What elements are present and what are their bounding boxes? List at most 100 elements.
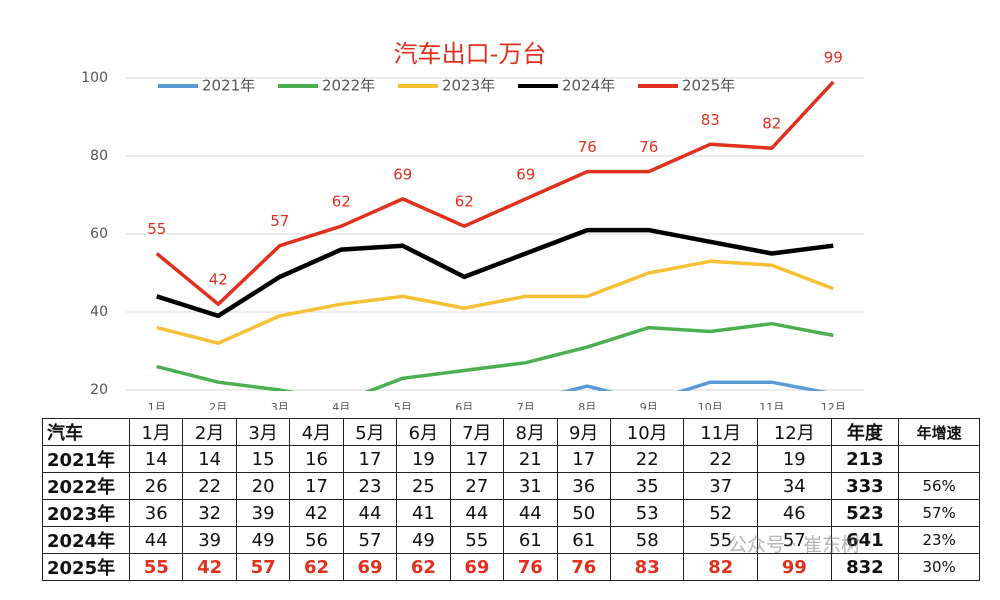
table-cell: 82 (683, 553, 758, 581)
table-cell: 69 (342, 553, 398, 581)
table-cell: 7月 (449, 418, 505, 446)
table-cell: 17 (289, 472, 344, 500)
data-label: 76 (578, 138, 597, 156)
table-cell: 2023年 (42, 499, 130, 527)
table-cell: 39 (235, 499, 291, 527)
table-cell: 2022年 (42, 472, 130, 500)
table-cell: 53 (609, 499, 685, 527)
table-cell: 333 (830, 472, 900, 500)
table-cell: 12月 (757, 418, 832, 446)
table-cell: 41 (396, 499, 451, 527)
table-cell: 21 (503, 445, 558, 473)
table-cell: 42 (182, 553, 237, 581)
series-line (155, 80, 835, 306)
x-tick-label: 6月 (455, 401, 473, 410)
table-cell: 44 (449, 499, 505, 527)
table-row: 2024年 44 39 49 56 57 49 55 61 61 58 55 57 641 23% (42, 526, 980, 554)
x-tick-label: 3月 (271, 401, 289, 410)
table-cell: 36 (128, 499, 184, 527)
table-cell: 49 (235, 526, 291, 554)
x-tick-label: 4月 (332, 401, 350, 410)
table-cell: 34 (757, 472, 832, 500)
table-cell: 42 (289, 499, 344, 527)
data-label: 62 (332, 193, 351, 211)
data-label: 42 (209, 271, 228, 289)
table-cell: 213 (830, 445, 900, 473)
legend-label: 2022年 (322, 77, 375, 95)
table-cell: 83 (609, 553, 685, 581)
table-cell: 20 (235, 472, 291, 500)
table-cell: 44 (503, 499, 558, 527)
table-cell: 57% (898, 499, 980, 527)
series-line (156, 259, 834, 345)
table-row: 2021年 14 14 15 16 17 19 17 21 17 22 22 19 213 (42, 445, 980, 473)
table-cell: 9月 (556, 418, 611, 446)
table-cell: 14 (182, 445, 237, 473)
table-cell: 35 (609, 472, 685, 500)
table-cell: 57 (235, 553, 291, 581)
table-cell: 2021年 (42, 445, 130, 473)
table-cell: 76 (556, 553, 611, 581)
x-tick-label: 1月 (148, 401, 166, 410)
table-cell: 3月 (235, 418, 291, 446)
table-cell: 44 (342, 499, 398, 527)
y-tick-label: 20 (90, 382, 108, 398)
x-tick-label: 5月 (394, 401, 412, 410)
table-cell: 10月 (609, 418, 685, 446)
table-cell: 2024年 (42, 526, 130, 554)
table-cell: 62 (289, 553, 344, 581)
table-cell: 57 (757, 526, 832, 554)
table-cell: 49 (396, 526, 451, 554)
table-row: 2025年 55 42 57 62 69 62 69 76 76 83 82 99 832 30% (42, 553, 980, 581)
table-cell: 2025年 (42, 553, 130, 581)
table-cell: 23 (342, 472, 398, 500)
table-cell: 46 (757, 499, 832, 527)
data-table: 汽车 1月 2月 3月 4月 5月 6月 7月 8月 9月 10月 11月 12月 年度 年增速 2021年 1… (42, 418, 980, 581)
table-row: 汽车 1月 2月 3月 4月 5月 6月 7月 8月 9月 10月 11月 12月 年度 年增速 (42, 418, 980, 446)
table-cell: 6月 (396, 418, 451, 446)
table-cell: 61 (503, 526, 558, 554)
table-cell: 2月 (182, 418, 237, 446)
table-cell: 26 (128, 472, 184, 500)
chart: 汽车出口-万台 20 40 60 80 100 1月 2月 3月 4月 5月 6月 7月 8月 9月 10月… (81, 40, 864, 410)
table-cell: 17 (556, 445, 611, 473)
table-cell: 30% (898, 553, 980, 581)
table-cell: 39 (182, 526, 237, 554)
x-tick-label: 10月 (698, 401, 723, 410)
table-cell: 汽车 (42, 418, 130, 446)
table-cell: 14 (128, 445, 184, 473)
table-cell: 55 (449, 526, 505, 554)
table-cell: 17 (449, 445, 505, 473)
table-cell: 62 (396, 553, 451, 581)
x-tick-label: 2月 (209, 401, 227, 410)
table-cell: 52 (683, 499, 758, 527)
table-cell: 55 (683, 526, 758, 554)
table-cell: 年度 (830, 418, 900, 446)
data-label: 55 (147, 220, 166, 238)
watermark: 公众号 · 崔东树 (728, 534, 861, 556)
table-row: 2023年 36 32 39 42 44 41 44 44 50 53 52 46 523 57% (42, 499, 980, 527)
series-line (156, 321, 834, 391)
table-cell (898, 445, 980, 473)
series-line (560, 380, 828, 391)
table-cell: 15 (235, 445, 291, 473)
table-cell: 31 (503, 472, 558, 500)
table-cell: 36 (556, 472, 611, 500)
table-cell: 99 (757, 553, 832, 581)
table-cell: 1月 (128, 418, 184, 446)
data-label: 62 (455, 193, 474, 211)
x-tick-label: 7月 (517, 401, 535, 410)
table-cell: 年增速 (898, 418, 980, 446)
x-tick-label: 12月 (821, 401, 846, 410)
data-label: 69 (393, 165, 412, 183)
data-label: 99 (824, 48, 843, 66)
table-cell: 19 (396, 445, 451, 473)
table-cell: 22 (609, 445, 685, 473)
data-label: 82 (762, 115, 781, 133)
table-cell: 11月 (683, 418, 758, 446)
y-tick-label: 40 (90, 304, 108, 320)
table-cell: 56% (898, 472, 980, 500)
legend-label: 2021年 (202, 77, 255, 95)
data-label: 57 (270, 212, 289, 230)
table-cell: 16 (289, 445, 344, 473)
